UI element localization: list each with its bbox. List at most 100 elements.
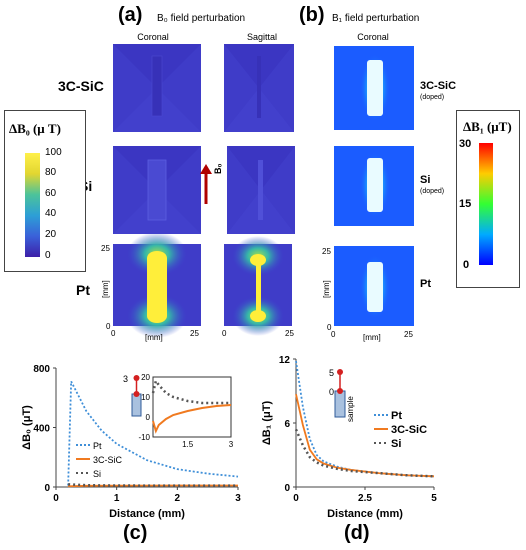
b1-tick-0-left: 0 [327, 323, 332, 332]
b0-arrow-label: B₀ [213, 163, 223, 174]
y-tick-label: 0 [44, 483, 50, 494]
b1-label-sic-sub: (doped) [420, 94, 445, 101]
legend-label: Pt [93, 441, 102, 451]
inset-x-tick-label: 1.5 [182, 440, 194, 449]
map-si-coronal [113, 146, 201, 234]
inset-series-3csic [152, 404, 232, 434]
marker-top-label: 5 [329, 368, 334, 378]
b0-header: B₀ field perturbation [157, 13, 246, 24]
b1-header: B₁ field perturbation [332, 13, 420, 24]
map-b1-si [334, 146, 414, 226]
b0-direction-arrow [200, 164, 212, 204]
b1-tick: 30 [459, 138, 472, 150]
x-axis-label: Distance (mm) [109, 508, 185, 520]
map-unit-left: [mm] [101, 280, 110, 298]
b1-colorbar-legend: ΔB₁ (μT) 30 15 0 [456, 110, 520, 288]
map-sic-coronal [113, 44, 201, 132]
b0-tick: 0 [45, 250, 51, 261]
map-tick-0-bottom-sag: 0 [222, 329, 227, 338]
series-line-3csic [295, 394, 435, 478]
y-axis-label: ΔB₁ (μT) [262, 401, 273, 446]
b1-tick-0-bottom: 0 [331, 330, 336, 339]
map-b1-pt [334, 246, 414, 326]
b1-label-si-sub: (doped) [420, 188, 445, 195]
b0-tick: 40 [45, 208, 57, 219]
panel-d-label: (d) [344, 522, 370, 544]
b0-tick: 80 [45, 167, 57, 178]
b0-tick: 100 [45, 147, 62, 158]
x-tick-label: 2.5 [358, 493, 372, 504]
map-sic-sagittal [224, 44, 294, 132]
marker-bottom-label: 0 [329, 387, 334, 397]
map-si-sagittal [227, 146, 295, 234]
sample-label: sample [346, 396, 355, 422]
legend-label: 3C-SiC [93, 455, 123, 465]
series-line-si [294, 428, 435, 478]
sample-icon [131, 393, 142, 417]
b1-label-pt: Pt [420, 278, 431, 290]
sample-icon [334, 390, 346, 418]
b1-label-si: Si [420, 174, 431, 186]
b1-tick: 0 [463, 259, 470, 271]
b1-tick-25-left: 25 [322, 247, 331, 256]
inset-frame [152, 376, 232, 438]
x-tick-label: 0 [293, 493, 299, 504]
y-tick-label: 12 [279, 355, 291, 366]
row-label-sic: 3C-SiC [58, 78, 104, 94]
b0-colorbar-title: ΔB₀ (μ T) [9, 121, 61, 136]
x-tick-label: 5 [431, 493, 437, 504]
series-line-pt [67, 380, 239, 486]
legend-label: Pt [391, 410, 402, 422]
legend-label: Si [391, 438, 401, 450]
x-axis-label: Distance (mm) [327, 508, 403, 520]
col-sagittal: Sagittal [246, 32, 278, 42]
legend-label: 3C-SiC [391, 424, 427, 436]
col-coronal-a: Coronal [137, 32, 169, 42]
b0-tick: 60 [45, 188, 57, 199]
b0-tick: 20 [45, 229, 57, 240]
map-unit-bottom: [mm] [145, 333, 163, 342]
x-tick-label: 3 [235, 493, 241, 504]
panel-c-label: (c) [123, 522, 148, 544]
y-tick-label: 800 [33, 364, 50, 375]
y-axis-label: ΔB₀ (μT) [21, 405, 33, 450]
map-tick-25-bottom-sag: 25 [285, 329, 294, 338]
marker-dot-top [337, 369, 343, 375]
panel-a-label: (a) [118, 4, 143, 26]
chart-c: 0 1 2 3 0 400 800 Distance (mm) ΔB₀ (μT) Pt 3C-SiC… [21, 364, 241, 520]
b1-label-sic: 3C-SiC [420, 80, 457, 92]
inset-y-tick-label: -10 [138, 433, 150, 442]
inset-series-si [151, 378, 231, 405]
map-tick-0-left: 0 [106, 322, 111, 331]
field-map-grid [113, 44, 414, 338]
y-tick-label: 6 [284, 419, 290, 430]
chart-d: 0 2.5 5 0 6 12 Distance (mm) ΔB₁ (μT) Pt 3C-SiC Si… [262, 355, 437, 520]
marker-label: 3 [123, 374, 128, 384]
x-tick-label: 2 [175, 493, 181, 504]
b1-tick: 15 [459, 198, 472, 210]
b1-unit-bottom: [mm] [363, 333, 381, 342]
col-coronal-b: Coronal [357, 32, 389, 42]
row-label-pt: Pt [76, 282, 90, 298]
b1-unit-left: [mm] [322, 280, 331, 298]
inset-x-tick-label: 3 [229, 440, 234, 449]
b1-colorbar-title: ΔB₁ (μT) [463, 119, 512, 134]
map-tick-0-bottom: 0 [111, 329, 116, 338]
map-pt-sagittal [224, 236, 292, 336]
x-tick-label: 0 [53, 493, 59, 504]
series-line-3csic [68, 484, 238, 488]
map-pt-coronal [113, 232, 201, 338]
panel-b-label: (b) [299, 4, 325, 26]
inset-y-tick-label: 0 [146, 413, 151, 422]
marker-dot-bottom [337, 388, 343, 394]
b1-colorbar-gradient [479, 143, 493, 265]
y-tick-label: 400 [33, 424, 50, 435]
marker-dot-bottom [133, 391, 140, 397]
b0-colorbar-legend: ΔB₀ (μ T) 100 80 60 40 20 0 [4, 110, 86, 272]
b1-tick-25-bottom: 25 [404, 330, 413, 339]
marker-dot-top [133, 375, 140, 381]
map-tick-25-bottom: 25 [190, 329, 199, 338]
map-tick-25-left: 25 [101, 244, 110, 253]
b0-colorbar-gradient [25, 153, 40, 257]
inset-y-tick-label: 10 [141, 393, 150, 402]
